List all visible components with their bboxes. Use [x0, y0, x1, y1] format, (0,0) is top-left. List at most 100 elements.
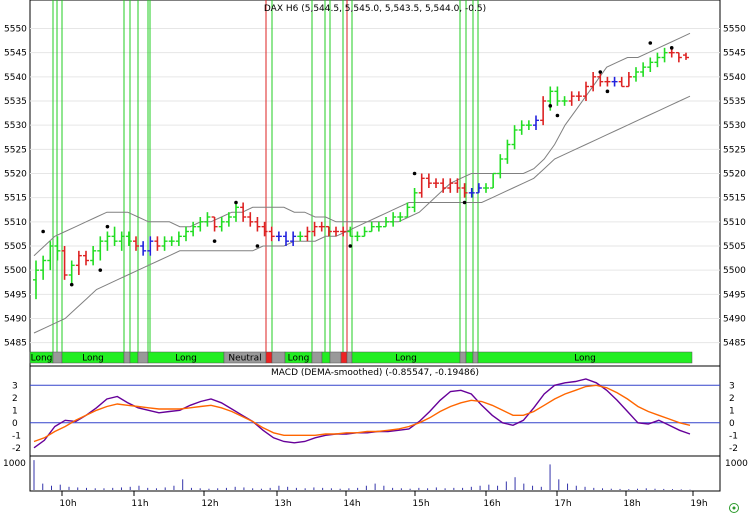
price-tick-label-left: 5545	[4, 49, 27, 59]
ohlc-bar	[111, 226, 118, 246]
ohlc-bar	[333, 226, 339, 237]
signal-segment-label: Long	[31, 354, 53, 364]
macd-grid: -2 -2 -1 -1 0 0 1 1 2 2 3 3	[12, 381, 738, 454]
signal-segment-long: Long	[61, 351, 125, 364]
ohlc-bar	[604, 76, 611, 87]
macd-panel	[29, 365, 721, 457]
volume-label-left: 1000	[3, 459, 26, 469]
ohlc-bar	[654, 52, 661, 68]
macd-tick-label-left: 1	[12, 406, 18, 416]
price-tick-label-left: 5520	[4, 170, 27, 180]
ohlc-bar	[390, 212, 397, 227]
ohlc-bar	[511, 125, 518, 150]
macd-tick-label-left: -2	[12, 444, 21, 454]
price-tick-label-left: 5540	[4, 73, 27, 83]
signal-segment-short	[265, 351, 273, 364]
ohlc-bar	[404, 202, 411, 218]
price-yaxis-left: 5485 5490 5495 5500 5505 5510 5515 5520 5525 5530…	[4, 25, 27, 349]
signal-marker-up	[648, 41, 653, 45]
ohlc-bar	[247, 212, 254, 227]
price-tick-label-left: 5490	[4, 315, 27, 325]
ohlc-bar	[290, 231, 297, 246]
price-tick-label-left: 5550	[4, 25, 27, 35]
time-tick-label: 10h	[59, 499, 76, 509]
signal-segment-long	[129, 351, 139, 364]
ohlc-bar	[618, 76, 625, 88]
macd-tick-label-right: -1	[729, 431, 738, 441]
signal-marker-down	[555, 113, 560, 118]
signal-markers	[41, 41, 674, 287]
ohlc-bar	[90, 246, 97, 266]
ohlc-bar	[283, 231, 289, 246]
signal-segment-label: Long	[82, 354, 104, 364]
signal-marker-up	[412, 171, 417, 176]
ohlc-bar	[447, 178, 454, 193]
price-panel	[29, 0, 721, 379]
price-tick-label-left: 5530	[4, 121, 27, 131]
ohlc-bar	[597, 72, 604, 87]
ohlc-bar	[625, 72, 632, 88]
bollinger-bands	[33, 32, 691, 334]
ohlc-bar	[68, 260, 75, 285]
ohlc-bar	[554, 86, 561, 106]
signal-segment-label: Long	[175, 354, 197, 364]
signal-segment-pause	[472, 351, 479, 364]
signal-segment-long	[321, 351, 331, 364]
ohlc-bar	[204, 212, 211, 227]
ohlc-bar	[311, 221, 318, 237]
price-tick-label-right: 5490	[723, 315, 746, 325]
ohlc-bar	[154, 236, 161, 251]
time-tick-label: 18h	[623, 499, 640, 509]
ohlc-bar	[540, 96, 547, 126]
ohlc-bar	[561, 96, 568, 106]
ohlc-bar	[583, 81, 589, 101]
time-tick-label: 15h	[412, 499, 429, 509]
ohlc-bar	[368, 221, 375, 233]
macd-tick-label-left: 3	[12, 381, 18, 391]
ohlc-bar	[297, 231, 304, 242]
signal-marker-down	[605, 89, 610, 94]
ohlc-bar	[525, 120, 532, 130]
price-grid	[30, 28, 720, 344]
price-tick-label-left: 5535	[4, 97, 27, 107]
signal-segment-long: Long	[29, 351, 54, 364]
price-tick-label-right: 5550	[723, 25, 746, 35]
ohlc-bar	[633, 67, 639, 82]
signal-marker-up	[548, 104, 553, 108]
price-tick-label-left: 5510	[4, 218, 27, 228]
ohlc-bar	[361, 226, 368, 238]
time-tick-label: 16h	[483, 499, 500, 509]
price-tick-label-left: 5525	[4, 145, 27, 155]
ohlc-bar	[440, 178, 447, 193]
price-yaxis-right: 5485 5490 5495 5500 5505 5510 5515 5520 5525 5530…	[723, 25, 746, 349]
volume-label-right: 1000	[725, 459, 748, 469]
ohlc-bar	[425, 173, 432, 188]
ohlc-bar	[611, 76, 618, 87]
signal-marker-down	[348, 244, 353, 248]
ohlc-bar	[683, 52, 689, 60]
signal-segment-pause	[329, 351, 342, 364]
signal-marker-up	[105, 224, 110, 229]
ohlc-bar	[490, 172, 497, 189]
time-tick-label: 12h	[201, 499, 218, 509]
macd-title: MACD (DEMA-smoothed) (-0.85547, -0.19486…	[271, 368, 479, 378]
macd-tick-label-right: 2	[729, 394, 735, 404]
price-tick-label-left: 5515	[4, 194, 27, 204]
ohlc-bar	[161, 236, 168, 251]
upper-band-line	[33, 32, 691, 257]
lower-band-line	[33, 95, 691, 334]
price-tick-label-left: 5495	[4, 290, 27, 300]
ohlc-bar	[261, 221, 268, 237]
signal-segment-pause	[459, 351, 467, 364]
signal-segment-label: Long	[574, 354, 596, 364]
ohlc-bar	[575, 91, 582, 101]
ohlc-bar	[190, 221, 197, 237]
price-tick-label-right: 5495	[723, 290, 746, 300]
ohlc-bar	[647, 57, 654, 72]
price-tick-label-right: 5510	[723, 218, 746, 228]
ohlc-bar	[54, 236, 61, 261]
ohlc-bar	[61, 246, 68, 280]
ohlc-bar	[47, 241, 54, 271]
